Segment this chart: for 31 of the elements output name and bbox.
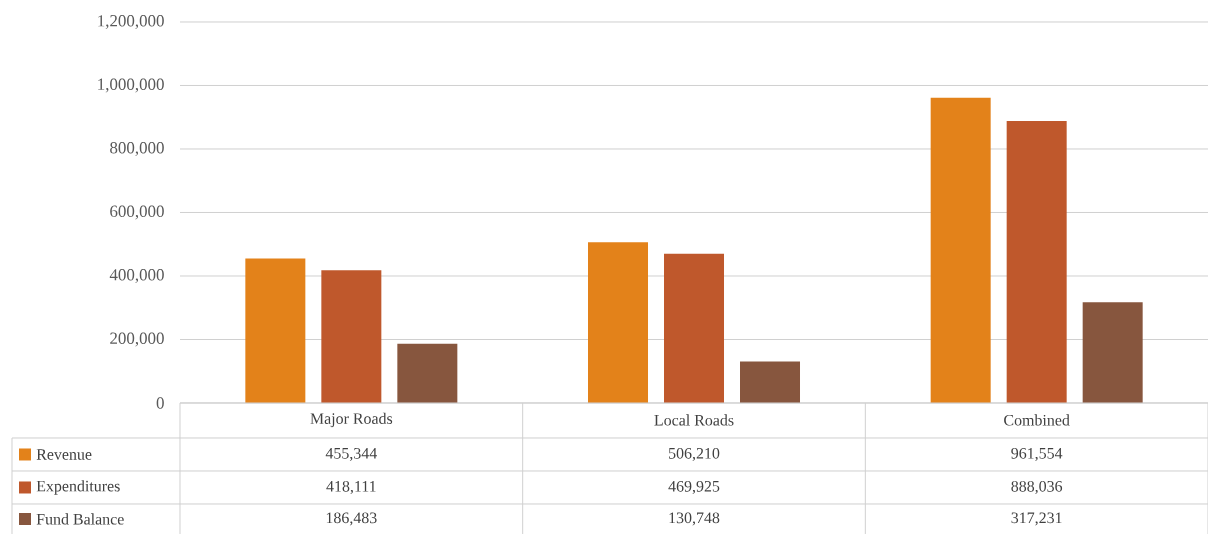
bar <box>664 253 725 403</box>
bar <box>321 270 382 403</box>
data-label: 455,344 <box>325 447 377 461</box>
data-label: 469,925 <box>668 480 720 494</box>
bar <box>588 242 649 403</box>
bar <box>740 361 801 403</box>
x-tick-label: Local Roads <box>654 414 734 426</box>
x-tick-label: Combined <box>1004 414 1070 426</box>
bar <box>930 97 991 403</box>
data-label: 506,210 <box>669 447 720 462</box>
y-tick-label: 0 <box>156 397 164 409</box>
bar <box>397 343 458 403</box>
data-label: 317,231 <box>1011 512 1062 526</box>
data-label: 130,748 <box>669 512 720 526</box>
bar <box>1006 121 1067 403</box>
legend-label: Revenue <box>36 449 92 460</box>
y-tick-label: 400,000 <box>109 269 164 283</box>
data-label: 888,036 <box>1011 480 1063 495</box>
bar <box>245 258 306 403</box>
bar <box>1082 302 1143 403</box>
y-tick-label: 200,000 <box>110 332 164 347</box>
y-tick-label: 800,000 <box>110 142 164 156</box>
data-label: 418,111 <box>326 480 376 495</box>
data-label: 961,554 <box>1011 447 1063 461</box>
legend-label: Expenditures <box>36 480 120 495</box>
x-tick-label: Major Roads <box>310 412 393 428</box>
y-tick-label: 600,000 <box>110 205 164 220</box>
y-tick-label: 1,200,000 <box>98 15 164 29</box>
y-tick-label: 1,000,000 <box>98 78 164 93</box>
legend-label: Fund Balance <box>36 513 124 525</box>
data-label: 186,483 <box>326 512 377 526</box>
